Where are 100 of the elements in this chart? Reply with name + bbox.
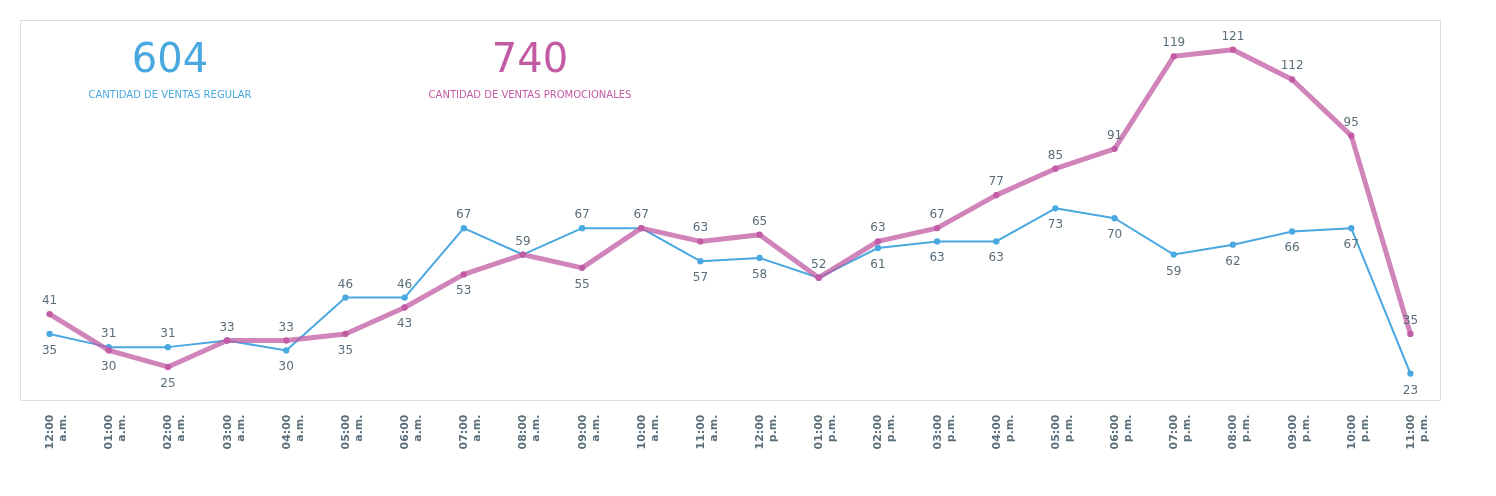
point bbox=[1407, 330, 1414, 338]
point bbox=[697, 258, 704, 265]
point bbox=[164, 343, 172, 351]
data-label: 52 bbox=[811, 256, 827, 271]
text: CANTIDAD DE VENTAS PROMOCIONALES bbox=[428, 89, 632, 100]
point bbox=[401, 304, 408, 311]
data-label: 35 bbox=[41, 342, 58, 357]
point bbox=[1170, 251, 1177, 258]
x-tick-label: 04:00 a.m. bbox=[279, 414, 306, 450]
x-tick-label: 02:00 a.m. bbox=[161, 414, 188, 450]
x-tick-label: 12:00 p.m. bbox=[753, 414, 780, 450]
point bbox=[1111, 215, 1118, 222]
point bbox=[1229, 241, 1237, 248]
data-label: 63 bbox=[692, 220, 709, 235]
data-label: 58 bbox=[751, 266, 768, 281]
data-label: 46 bbox=[396, 276, 413, 291]
data-label: 30 bbox=[101, 359, 117, 374]
x-tick-label: 03:00 p.m. bbox=[930, 414, 957, 450]
data-label: 77 bbox=[988, 174, 1004, 189]
data-label: 67 bbox=[929, 207, 945, 222]
data-label: 30 bbox=[278, 359, 294, 374]
annotation: 604 bbox=[131, 35, 209, 81]
data-label: 25 bbox=[160, 375, 176, 390]
data-label: 63 bbox=[929, 250, 945, 265]
x-tick-label: 11:00 a.m. bbox=[693, 414, 720, 450]
point bbox=[1348, 225, 1355, 232]
point bbox=[401, 294, 408, 301]
point bbox=[756, 231, 763, 238]
point bbox=[1348, 132, 1355, 139]
point bbox=[578, 264, 586, 271]
point bbox=[105, 347, 112, 354]
data-label: 70 bbox=[1106, 227, 1123, 242]
data-label: 91 bbox=[1106, 127, 1123, 142]
x-tick-label: 11:00 p.m. bbox=[1403, 414, 1430, 450]
point bbox=[342, 330, 349, 338]
point bbox=[993, 191, 1000, 199]
x-tick-label: 10:00 p.m. bbox=[1344, 414, 1371, 450]
point bbox=[578, 225, 586, 232]
point bbox=[1407, 370, 1414, 377]
point bbox=[874, 238, 882, 245]
data-label: 33 bbox=[278, 319, 294, 334]
point bbox=[874, 244, 882, 252]
point bbox=[1288, 228, 1296, 235]
point bbox=[164, 363, 172, 371]
point bbox=[460, 225, 467, 232]
data-label: 61 bbox=[870, 257, 886, 271]
data-label: 65 bbox=[751, 213, 768, 228]
point bbox=[283, 337, 290, 344]
point bbox=[460, 271, 467, 278]
data-label: 31 bbox=[160, 326, 176, 341]
point bbox=[1170, 53, 1177, 60]
data-label: 57 bbox=[692, 270, 709, 285]
data-label: 43 bbox=[396, 316, 413, 331]
point bbox=[1052, 165, 1059, 172]
point bbox=[993, 238, 1000, 245]
point bbox=[1111, 145, 1118, 153]
data-label: 35 bbox=[337, 342, 354, 357]
point bbox=[933, 225, 941, 232]
x-tick-label: 09:00 p.m. bbox=[1285, 414, 1312, 450]
data-label: 63 bbox=[988, 250, 1004, 265]
data-label: 85 bbox=[1047, 147, 1064, 162]
data-label: 41 bbox=[41, 293, 58, 308]
x-tick-label: 01:00 a.m. bbox=[102, 414, 129, 450]
point bbox=[46, 310, 53, 318]
data-label: 31 bbox=[101, 326, 117, 341]
x-tick-label: 06:00 p.m. bbox=[1108, 414, 1135, 450]
x-tick-label: 01:00 p.m. bbox=[812, 414, 839, 450]
point bbox=[933, 238, 941, 245]
point bbox=[283, 347, 290, 354]
data-label: 67 bbox=[633, 207, 649, 222]
data-label: 67 bbox=[456, 207, 472, 222]
data-label: 55 bbox=[574, 276, 590, 291]
data-label: 53 bbox=[456, 283, 472, 298]
x-tick-label: 07:00 a.m. bbox=[457, 414, 484, 450]
data-label: 67 bbox=[574, 207, 590, 222]
data-label: 95 bbox=[1343, 114, 1359, 129]
data-label: 73 bbox=[1047, 217, 1064, 232]
data-label: 46 bbox=[337, 276, 354, 291]
data-label: 67 bbox=[1343, 237, 1359, 252]
point bbox=[46, 330, 53, 338]
x-tick-label: 10:00 a.m. bbox=[634, 414, 661, 450]
data-label: 33 bbox=[219, 319, 235, 334]
x-tick-label: 08:00 a.m. bbox=[516, 414, 543, 450]
x-tick-label: 07:00 p.m. bbox=[1167, 414, 1194, 450]
x-tick-label: 03:00 a.m. bbox=[220, 414, 247, 450]
data-label: 62 bbox=[1225, 253, 1241, 268]
data-label: 63 bbox=[870, 220, 886, 235]
point bbox=[1229, 46, 1237, 53]
data-label: 66 bbox=[1284, 240, 1300, 255]
data-label: 59 bbox=[1166, 263, 1182, 278]
annotation: 740 bbox=[491, 35, 569, 81]
x-tick-label: 02:00 p.m. bbox=[871, 414, 898, 450]
x-tick-label: 09:00 a.m. bbox=[575, 414, 602, 450]
x-tick-label: 04:00 p.m. bbox=[989, 414, 1016, 450]
data-label: 112 bbox=[1280, 58, 1304, 73]
point bbox=[697, 238, 704, 245]
data-label: 121 bbox=[1221, 28, 1245, 43]
x-tick-label: 06:00 a.m. bbox=[398, 414, 425, 450]
point bbox=[756, 254, 763, 262]
point bbox=[342, 294, 349, 301]
